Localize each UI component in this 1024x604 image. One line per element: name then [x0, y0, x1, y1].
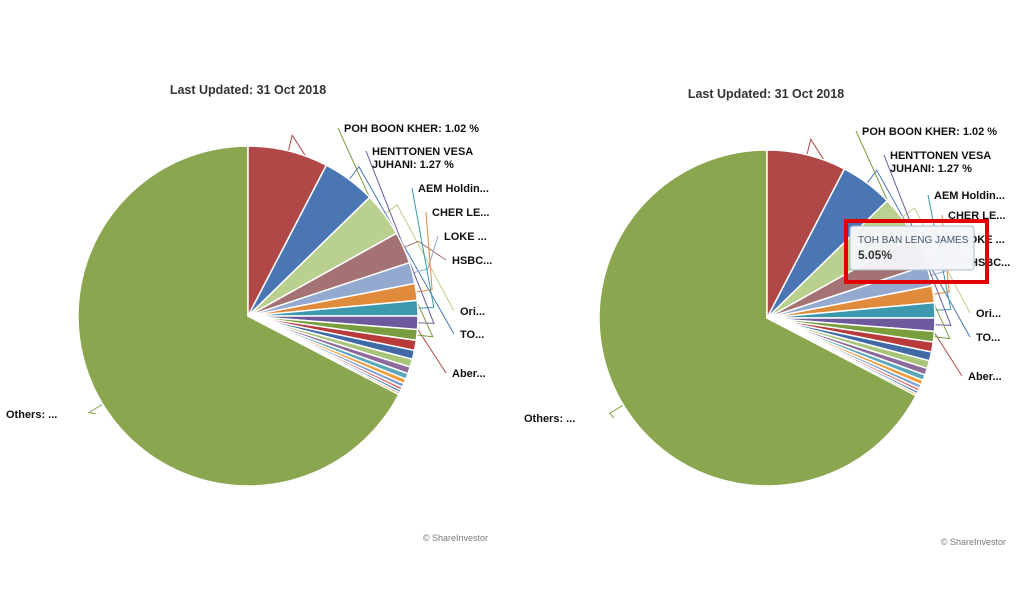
pie-chart-panel-right: Last Updated: 31 Oct 2018 Others: ... Abe… — [512, 0, 1024, 604]
credit-label: © ShareInvestor — [423, 533, 488, 543]
slice-label: HENTTONEN VESA JUHANI: 1.27 % — [890, 150, 991, 175]
pie-chart-panel-left: Last Updated: 31 Oct 2018 Others: ... Abe… — [6, 83, 492, 543]
tooltip-box — [849, 225, 975, 271]
slice-label: HSBC... — [970, 257, 1010, 269]
label-connector — [348, 165, 455, 335]
slice-label: TO... — [460, 329, 484, 341]
pie-slice[interactable] — [766, 317, 918, 397]
slice-label: HSBC... — [452, 255, 492, 267]
credit-label: © ShareInvestor — [941, 537, 1006, 547]
slice-label: POH BOON KHER: 1.02 % — [344, 123, 479, 135]
slice-label: Aber... — [452, 368, 486, 380]
last-updated-label: Last Updated: 31 Oct 2018 — [170, 83, 326, 97]
slice-label: HENTTONEN VESA JUHANI: 1.27 % — [372, 146, 473, 171]
slice-label: POH BOON KHER: 1.02 % — [862, 126, 997, 138]
tooltip-value: 5.05% — [858, 248, 892, 262]
slice-label: Aber... — [968, 371, 1002, 383]
slice-label: Ori... — [460, 306, 485, 318]
last-updated-label: Last Updated: 31 Oct 2018 — [688, 87, 844, 101]
label-connector — [901, 207, 971, 314]
pie-chart-right: Last Updated: 31 Oct 2018 Others: ... Abe… — [524, 87, 1010, 547]
pie-slice[interactable] — [77, 145, 400, 487]
label-connector — [365, 150, 435, 324]
slice-label: CHER LE... — [432, 207, 489, 219]
highlight-box — [844, 219, 989, 284]
label-connector — [403, 240, 447, 261]
pie-chart-left: Last Updated: 31 Oct 2018 Others: ... Abe… — [6, 83, 492, 543]
slice-label: Ori... — [976, 308, 1001, 320]
label-connector — [608, 404, 624, 419]
slice-label: LOKE ... — [444, 231, 487, 243]
label-connector — [411, 187, 435, 309]
slice-label: AEM Holdin... — [418, 183, 489, 195]
slice-label: Others: ... — [524, 413, 575, 425]
label-connector — [883, 154, 952, 326]
slice-label: AEM Holdin... — [934, 190, 1005, 202]
pie-slice[interactable] — [247, 315, 401, 396]
tooltip-name: TOH BAN LENG JAMES — [858, 235, 969, 246]
pie-slice[interactable] — [598, 149, 918, 487]
slice-label: Others: ... — [6, 409, 57, 421]
slice-label: TO... — [976, 332, 1000, 344]
label-connector — [384, 204, 455, 312]
tooltip: TOH BAN LENG JAMES 5.05% — [849, 225, 975, 271]
label-connector — [87, 403, 103, 415]
label-connector — [412, 235, 439, 274]
